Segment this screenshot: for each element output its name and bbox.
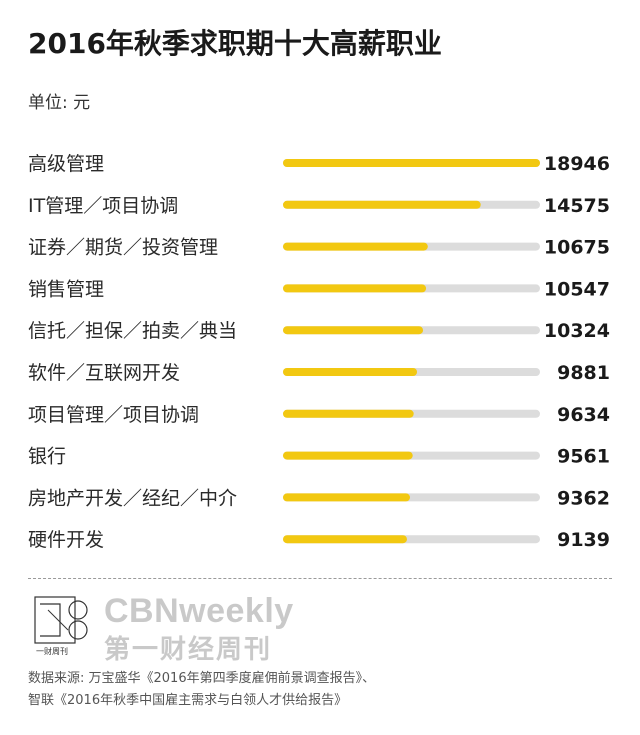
bar xyxy=(283,451,413,460)
category-label: 证券／期货／投资管理 xyxy=(28,237,218,259)
bar xyxy=(283,242,428,251)
category-label: 房地产开发／经纪／中介 xyxy=(28,487,237,509)
bar xyxy=(283,200,481,209)
category-label: 硬件开发 xyxy=(28,529,104,551)
category-label: 软件／互联网开发 xyxy=(28,362,180,384)
value-label: 10547 xyxy=(544,278,610,300)
bar xyxy=(283,284,427,293)
bar xyxy=(283,409,414,418)
category-label: 银行 xyxy=(28,446,66,468)
brand-chinese: 第一财经周刊 xyxy=(104,635,273,665)
value-label: 9362 xyxy=(557,487,610,509)
data-source: 数据来源: 万宝盛华《2016年第四季度雇佣前景调查报告》、 智联《2016年秋… xyxy=(28,668,375,712)
category-label: 高级管理 xyxy=(28,153,104,175)
category-label: IT管理／项目协调 xyxy=(28,195,178,217)
unit-label: 单位: 元 xyxy=(28,93,91,113)
value-label: 9881 xyxy=(557,362,610,384)
footer-divider xyxy=(28,578,612,579)
brand-english: CBNweekly xyxy=(104,592,294,630)
category-label: 项目管理／项目协调 xyxy=(28,404,199,426)
bar xyxy=(283,159,540,167)
value-label: 10324 xyxy=(544,320,610,342)
bar xyxy=(283,535,407,544)
chart-title: 2016年秋季求职期十大高薪职业 xyxy=(28,27,442,60)
source-line-1: 数据来源: 万宝盛华《2016年第四季度雇佣前景调查报告》、 xyxy=(28,671,376,686)
value-label: 9634 xyxy=(557,404,610,426)
source-line-2: 智联《2016年秋季中国雇主需求与白领人才供给报告》 xyxy=(28,693,348,708)
cbn-logo-icon: 一财周刊 xyxy=(34,596,88,656)
value-label: 18946 xyxy=(544,153,610,175)
bar xyxy=(283,326,424,335)
bar xyxy=(283,368,418,376)
value-label: 9139 xyxy=(557,529,610,551)
bar xyxy=(283,493,410,502)
category-label: 信托／担保／拍卖／典当 xyxy=(28,320,237,342)
value-label: 9561 xyxy=(557,446,610,468)
value-label: 10675 xyxy=(544,237,610,259)
svg-text:一财周刊: 一财周刊 xyxy=(36,646,68,656)
category-label: 销售管理 xyxy=(28,278,104,300)
value-label: 14575 xyxy=(544,195,610,217)
